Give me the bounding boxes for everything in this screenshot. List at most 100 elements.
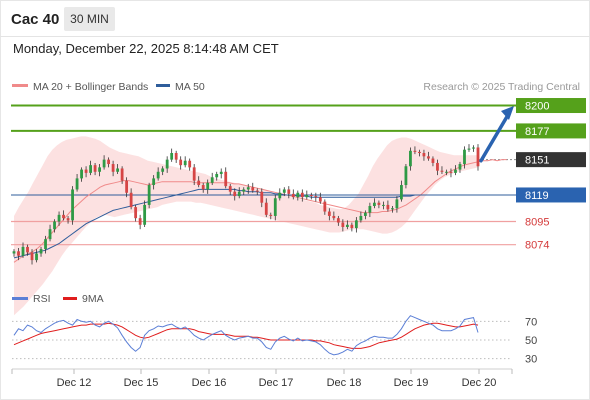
candle-body — [71, 189, 74, 221]
candle-body — [454, 169, 457, 173]
candle — [345, 220, 349, 230]
candle-body — [309, 194, 313, 197]
candle-body — [183, 160, 187, 166]
candle — [174, 150, 178, 163]
candle-body — [345, 224, 349, 227]
candle — [219, 168, 223, 179]
candle-body — [179, 159, 183, 166]
candle — [264, 198, 268, 218]
timeframe-badge[interactable]: 30 MIN — [64, 7, 115, 31]
ma50-legend-label: MA 50 — [175, 81, 205, 93]
candle — [201, 182, 205, 193]
candle — [467, 144, 471, 152]
candle — [246, 183, 250, 194]
candlesticks — [12, 144, 480, 265]
candle — [287, 186, 291, 199]
x-tick-label: Dec 16 — [192, 377, 227, 389]
candle — [80, 167, 83, 182]
candle-body — [66, 218, 70, 221]
candle-body — [138, 218, 142, 225]
candle-body — [17, 251, 20, 256]
candle — [305, 190, 309, 200]
candle — [463, 146, 466, 169]
candle — [386, 200, 390, 212]
candle-body — [431, 158, 435, 163]
candle — [161, 166, 165, 176]
candle — [134, 204, 138, 222]
candle-body — [170, 153, 174, 160]
candle — [147, 182, 151, 209]
candle-body — [111, 164, 115, 172]
candle-body — [39, 249, 43, 254]
candle-body — [80, 169, 83, 179]
candle — [116, 164, 120, 174]
rsi-level-label-50: 50 — [525, 335, 537, 347]
candle-body — [102, 159, 106, 168]
candle-body — [323, 201, 327, 212]
x-tick-label: Dec 15 — [124, 377, 159, 389]
candle — [48, 224, 52, 242]
candle-body — [237, 191, 241, 197]
candle — [152, 175, 156, 190]
candle-body — [391, 208, 394, 210]
candle-body — [273, 198, 277, 216]
candle — [210, 172, 214, 186]
candle-body — [156, 171, 160, 179]
candle — [242, 187, 246, 195]
candle — [170, 148, 174, 162]
rsi-legend-label: RSI — [33, 293, 51, 305]
candle — [332, 211, 336, 221]
candle — [44, 235, 47, 254]
candle-body — [427, 156, 430, 159]
candle — [183, 156, 187, 168]
candle-body — [418, 151, 421, 154]
candle — [278, 188, 282, 201]
candle — [377, 200, 381, 209]
candle-body — [206, 182, 210, 190]
candle — [21, 242, 25, 258]
candle-body — [89, 165, 92, 173]
candle — [454, 165, 457, 176]
candle — [17, 247, 20, 261]
candle — [165, 156, 169, 173]
candle — [179, 156, 183, 170]
candle-body — [368, 206, 372, 213]
candle — [427, 151, 430, 161]
rsi-level-label-70: 70 — [525, 316, 537, 328]
candle — [188, 158, 192, 171]
candle-body — [201, 185, 205, 190]
candle — [445, 169, 448, 176]
level-label-8177: 8177 — [525, 126, 549, 138]
candle — [260, 188, 264, 208]
candle-body — [404, 166, 408, 186]
candle — [197, 176, 201, 188]
candle — [381, 201, 385, 210]
candle-body — [129, 192, 133, 208]
candle-body — [161, 168, 165, 172]
candle — [314, 192, 318, 202]
candle — [400, 180, 403, 202]
candle — [282, 187, 286, 197]
candle — [125, 177, 129, 198]
candle-body — [116, 168, 120, 172]
rsi-level-label-30: 30 — [525, 354, 537, 366]
candle — [372, 198, 376, 209]
trend-arrow-shaft — [479, 113, 510, 163]
candle-body — [228, 186, 232, 192]
candle-body — [372, 202, 376, 207]
candle-body — [197, 180, 201, 186]
candle-body — [75, 178, 79, 190]
trend-arrow-head — [501, 105, 514, 120]
candle-body — [287, 189, 291, 194]
price-tags: 8200 8177 8151 8119 8095 8074 — [516, 98, 586, 252]
candle — [138, 214, 142, 230]
candle-body — [224, 171, 228, 187]
candle-body — [246, 187, 250, 190]
candle — [71, 186, 74, 225]
candle — [93, 162, 97, 176]
candle-body — [269, 214, 273, 216]
candle-body — [332, 215, 336, 219]
candle — [269, 212, 273, 220]
research-credit: Research © 2025 Trading Central — [423, 81, 580, 93]
